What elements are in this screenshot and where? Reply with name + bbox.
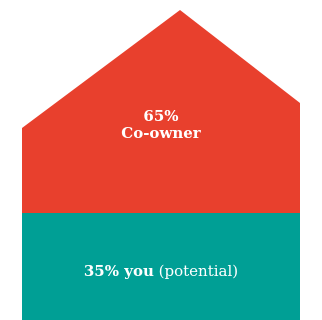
coowner-label: 65% Co-owner xyxy=(22,108,300,142)
coowner-share-roof-section xyxy=(22,10,300,213)
your-share-qualifier: (potential) xyxy=(158,262,239,280)
coowner-percent: 65% xyxy=(143,107,179,125)
your-share-label: 35% you (potential) xyxy=(22,262,300,280)
coowner-role: Co-owner xyxy=(121,124,201,142)
your-share-percent: 35% you xyxy=(83,262,154,280)
your-share-base-section xyxy=(22,213,300,320)
